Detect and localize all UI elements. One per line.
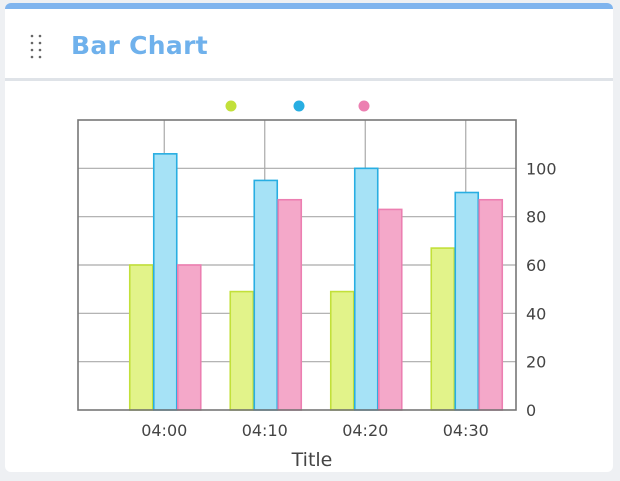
legend-dot[interactable] [358,100,370,112]
drag-handle-icon[interactable] [27,33,47,63]
bar[interactable] [430,247,456,411]
bar[interactable] [176,264,202,411]
bar[interactable] [478,198,504,411]
legend-dot[interactable] [293,100,305,112]
y-tick-label: 60 [526,256,546,275]
bar[interactable] [152,153,178,411]
x-axis-title: Title [291,449,333,471]
y-tick-label: 0 [526,401,536,420]
bar[interactable] [377,208,403,411]
bar-chart-widget: Bar Chart 0 20 40 60 80 100 04:00 04:10 04:20 04:… [5,3,613,472]
bar[interactable] [128,264,154,411]
widget-title: Bar Chart [71,31,208,60]
widget-header: Bar Chart [5,9,613,81]
bar[interactable] [353,167,379,411]
chart-area: 0 20 40 60 80 100 04:00 04:10 04:20 04:30 Title [5,84,613,472]
x-tick-label: 04:30 [443,421,489,440]
bar[interactable] [329,290,355,411]
bar[interactable] [253,179,279,411]
legend-dot[interactable] [225,100,237,112]
y-tick-label: 20 [526,353,546,372]
y-tick-label: 80 [526,208,546,227]
plot-frame [77,119,517,411]
bar[interactable] [454,191,480,411]
x-tick-label: 04:20 [342,421,388,440]
x-tick-label: 04:00 [141,421,187,440]
y-tick-label: 100 [526,159,557,178]
bar[interactable] [277,198,303,411]
y-tick-label: 40 [526,304,546,323]
x-tick-label: 04:10 [242,421,288,440]
bar-chart: 0 20 40 60 80 100 04:00 04:10 04:20 04:30 Title [77,100,557,471]
bar[interactable] [229,290,255,411]
